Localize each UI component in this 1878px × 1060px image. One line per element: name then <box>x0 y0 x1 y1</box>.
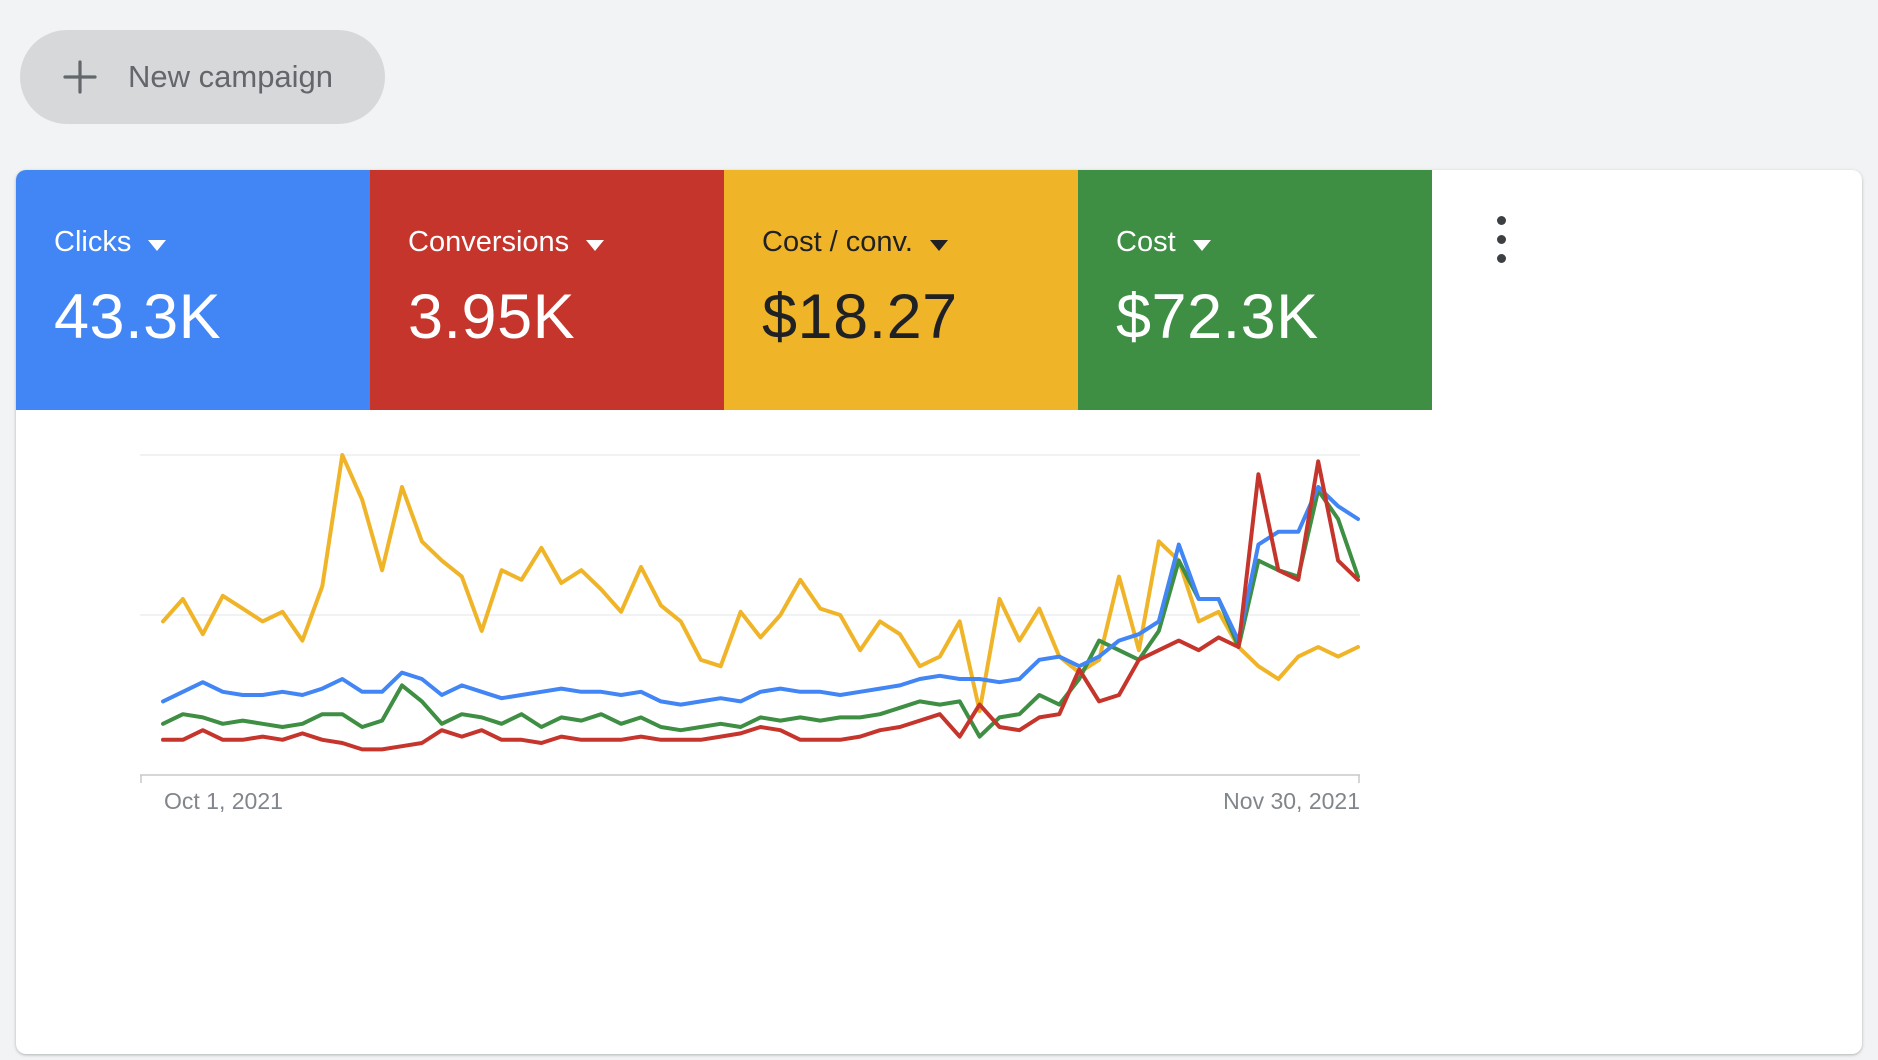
dropdown-arrow-icon <box>586 239 605 251</box>
kebab-icon <box>1496 215 1506 263</box>
new-campaign-button[interactable]: New campaign <box>20 30 386 124</box>
metric-tile-cost-per-conv: Cost / conv. $18.27 <box>724 170 1078 410</box>
metric-value: 43.3K <box>54 282 222 352</box>
x-axis-label-start: Oct 1, 2021 <box>164 788 283 814</box>
plus-icon <box>63 60 97 94</box>
x-axis-labels: Oct 1, 2021 Nov 30, 2021 <box>140 788 1360 815</box>
metric-value: $72.3K <box>1116 282 1319 352</box>
performance-chart: Oct 1, 2021 Nov 30, 2021 <box>140 448 1360 815</box>
dropdown-arrow-icon <box>148 239 167 251</box>
summary-card: Clicks 43.3K Conversions 3.95K Cost / co… <box>16 170 1862 1054</box>
dropdown-arrow-icon <box>929 239 948 251</box>
metric-label: Conversions <box>408 226 570 258</box>
metric-tile-clicks: Clicks 43.3K <box>16 170 370 410</box>
metric-selector-conversions[interactable]: Conversions <box>408 226 605 259</box>
metric-value: $18.27 <box>762 282 958 352</box>
metric-tiles: Clicks 43.3K Conversions 3.95K Cost / co… <box>16 170 1862 410</box>
metric-tile-conversions: Conversions 3.95K <box>370 170 724 410</box>
metric-selector-cost[interactable]: Cost <box>1116 226 1211 259</box>
more-options-button[interactable] <box>1468 206 1534 272</box>
dropdown-arrow-icon <box>1192 239 1211 251</box>
metric-label: Cost / conv. <box>762 226 913 258</box>
chart-svg <box>140 453 1360 783</box>
x-axis-label-end: Nov 30, 2021 <box>1223 788 1360 814</box>
new-campaign-label: New campaign <box>128 59 334 94</box>
metric-selector-clicks[interactable]: Clicks <box>54 226 167 259</box>
metric-selector-cost-per-conv[interactable]: Cost / conv. <box>762 226 948 259</box>
metric-label: Clicks <box>54 226 132 258</box>
metric-label: Cost <box>1116 226 1176 258</box>
metric-value: 3.95K <box>408 282 576 352</box>
metric-tile-cost: Cost $72.3K <box>1078 170 1432 410</box>
